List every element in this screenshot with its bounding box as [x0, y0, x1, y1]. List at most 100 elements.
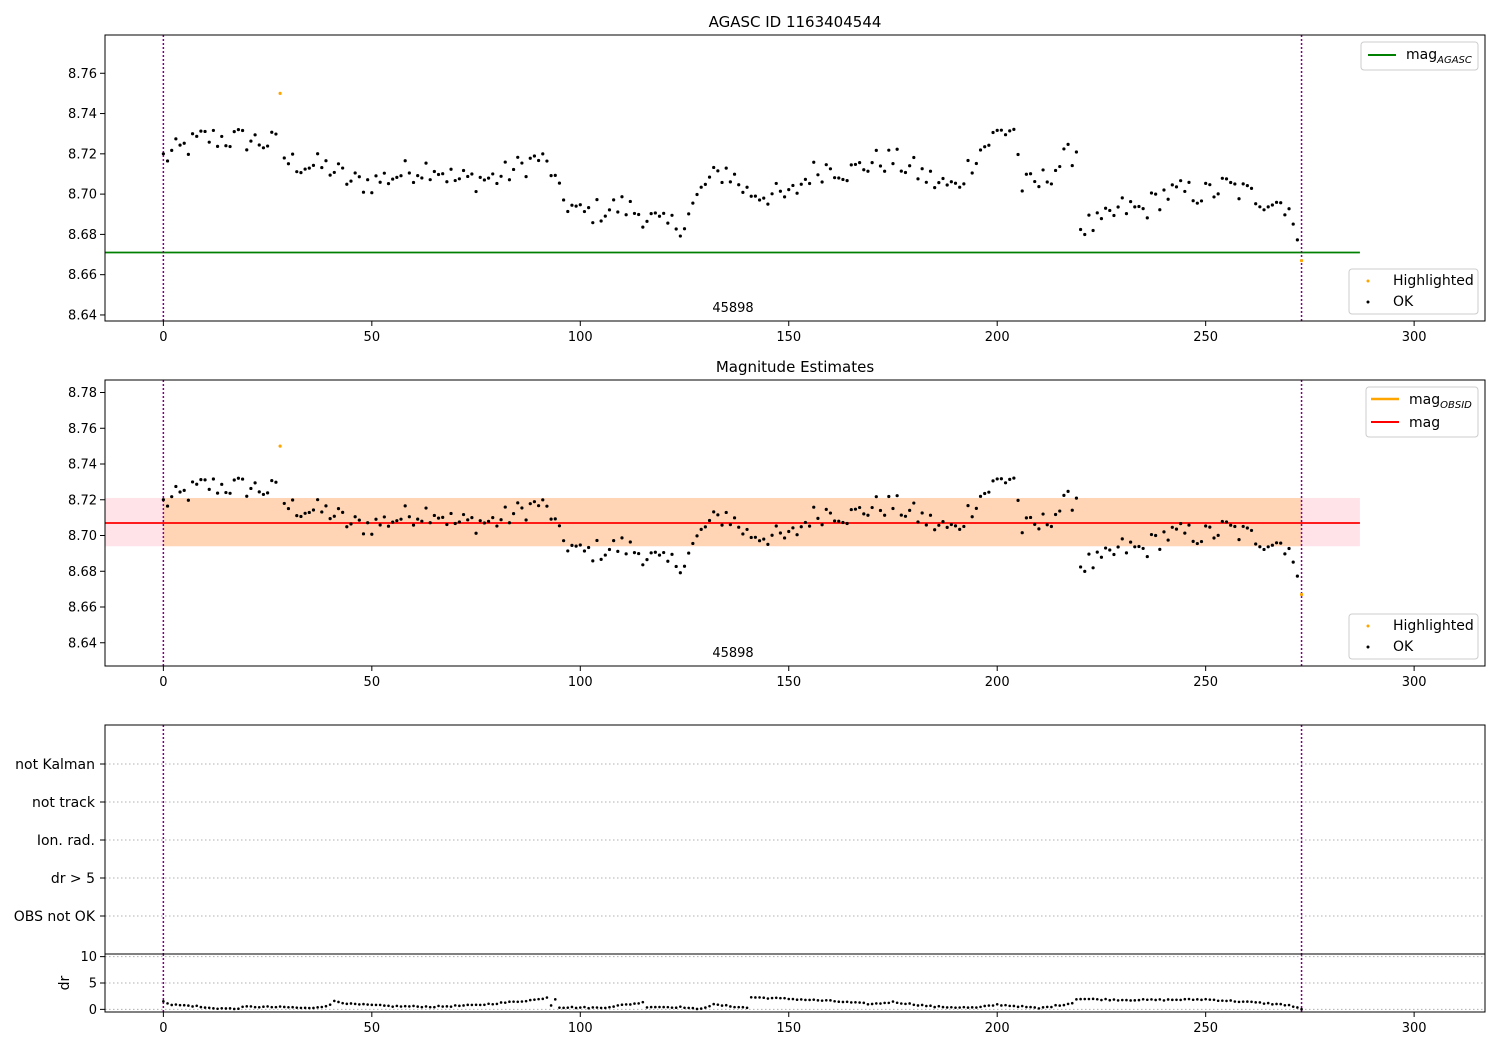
ok-point [1208, 183, 1212, 187]
ok-point [470, 516, 474, 520]
dr-point [912, 1003, 916, 1007]
ok-point [816, 173, 820, 177]
ok-point [1037, 185, 1041, 189]
ok-point [553, 173, 557, 177]
ok-point [812, 160, 816, 164]
ok-point [1099, 555, 1104, 559]
ok-point [170, 495, 174, 499]
dr-point [1062, 1003, 1066, 1007]
dr-point [1271, 1003, 1274, 1006]
ok-point [724, 510, 728, 515]
dr-point [854, 1000, 857, 1004]
ok-point [1112, 552, 1116, 557]
highlighted-point [1299, 592, 1304, 597]
ok-point [1216, 533, 1220, 537]
ok-point [962, 182, 966, 186]
ok-point [820, 523, 824, 527]
ok-point [891, 162, 895, 166]
ok-point [778, 531, 783, 535]
agasc-legend-top: magAGASC [1360, 41, 1479, 71]
dr-point [895, 1001, 899, 1005]
ok-point [411, 180, 416, 185]
ok-point [774, 181, 778, 186]
dr-point [708, 1004, 711, 1008]
dr-point [595, 1006, 599, 1009]
dr-xtick-label: 0 [159, 1021, 167, 1036]
dr-point [950, 1005, 953, 1009]
ok-point [316, 498, 320, 502]
ok-point [382, 515, 386, 519]
dr-point [804, 998, 807, 1002]
ok-point [341, 510, 345, 514]
dr-point [1012, 1004, 1016, 1008]
dr-point [1221, 999, 1224, 1002]
dr-point [199, 1005, 203, 1009]
dr-point [312, 1006, 315, 1010]
ok-point [524, 518, 528, 522]
ok-point [211, 128, 215, 133]
ok-point [316, 152, 320, 156]
dr-point [207, 1006, 211, 1010]
ok-point [899, 513, 903, 517]
dr-xtick-label: 50 [364, 1021, 381, 1036]
ok-point [612, 198, 616, 202]
dr-point [662, 1005, 665, 1009]
ok-point [1166, 197, 1170, 201]
ok-point [370, 191, 374, 195]
ok-point [928, 513, 933, 517]
dr-point [266, 1005, 269, 1008]
ok-point [670, 552, 674, 556]
ok-point [395, 175, 399, 179]
ok-point [416, 517, 420, 521]
dr-xtick-label: 150 [776, 1021, 801, 1036]
ok-point [945, 525, 949, 530]
dr-point [1133, 999, 1137, 1002]
ok-point [691, 541, 695, 546]
ok-point [295, 513, 299, 518]
agasc-ytick-label: 8.64 [68, 308, 97, 323]
ok-point [265, 491, 270, 495]
ok-point [1008, 129, 1012, 133]
dr-point [874, 1002, 878, 1005]
ok-point [637, 212, 641, 217]
dr-point [837, 1000, 841, 1004]
dr-point [687, 1006, 690, 1010]
dr-point [624, 1003, 628, 1006]
dr-point [658, 1005, 661, 1009]
ok-point [1120, 196, 1124, 200]
dr-point [370, 1003, 374, 1007]
dr-point [274, 1005, 278, 1009]
ok-point [1053, 168, 1058, 173]
ok-point [324, 504, 328, 508]
ok-point [1295, 238, 1299, 242]
ok-point [774, 524, 778, 528]
ok-point [849, 163, 853, 167]
ok-point [336, 507, 341, 511]
ok-point [416, 174, 420, 178]
ok-point [174, 484, 178, 489]
ok-point [549, 517, 553, 521]
ok-point [737, 525, 741, 529]
ok-point [1199, 199, 1204, 203]
ok-point [245, 148, 249, 152]
dr-point [962, 1005, 966, 1009]
dr-point [758, 996, 761, 999]
agasc-ytick-label: 8.74 [68, 107, 97, 122]
dr-point [1237, 1000, 1241, 1004]
ok-point [332, 514, 336, 518]
dr-point [637, 1002, 640, 1005]
ok-point [724, 166, 728, 170]
ok-point [1008, 477, 1012, 482]
ok-point [1270, 203, 1274, 207]
ok-point [1033, 179, 1037, 184]
ok-point [1220, 519, 1224, 524]
ok-point [1045, 180, 1049, 184]
dr-point [970, 1006, 974, 1009]
ok-point [987, 490, 991, 494]
ok-point [482, 521, 486, 525]
ok-point [958, 527, 962, 531]
ok-point [887, 148, 891, 152]
dr-point [1300, 1007, 1303, 1011]
ok-point [603, 214, 607, 218]
ok-point [1241, 524, 1245, 529]
